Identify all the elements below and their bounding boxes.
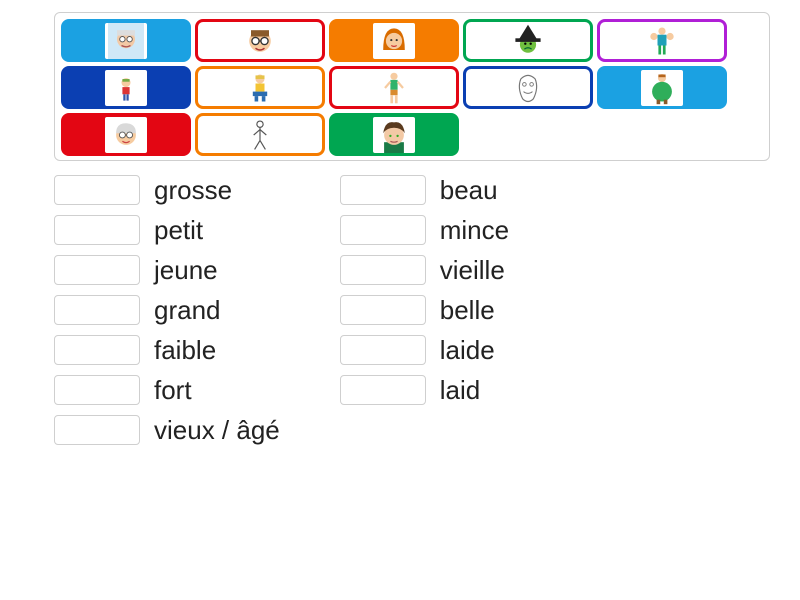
answer-row-right-1: mince [340, 215, 509, 245]
drop-slot-left-2[interactable] [54, 255, 140, 285]
answer-label: petit [154, 217, 203, 243]
answer-label: grand [154, 297, 221, 323]
sitting-boy-icon [239, 70, 281, 106]
answer-label: fort [154, 377, 192, 403]
drop-slot-left-5[interactable] [54, 375, 140, 405]
drop-slot-right-3[interactable] [340, 295, 426, 325]
drag-card-c7[interactable] [195, 66, 325, 109]
answer-row-left-0: grosse [54, 175, 280, 205]
answer-row-right-2: vieille [340, 255, 509, 285]
drag-card-c13[interactable] [329, 113, 459, 156]
answer-row-left-6: vieux / âgé [54, 415, 280, 445]
witch-icon [507, 23, 549, 59]
answer-row-right-5: laid [340, 375, 509, 405]
drop-slot-right-4[interactable] [340, 335, 426, 365]
drag-card-c2[interactable] [195, 19, 325, 62]
answer-row-left-2: jeune [54, 255, 280, 285]
answer-row-right-3: belle [340, 295, 509, 325]
answer-row-right-0: beau [340, 175, 509, 205]
answers-col-left: grosse petit jeune grand faible fort vieux / â… [54, 175, 280, 445]
drop-slot-left-4[interactable] [54, 335, 140, 365]
answer-row-left-4: faible [54, 335, 280, 365]
drop-slot-right-5[interactable] [340, 375, 426, 405]
small-boy-icon [105, 70, 147, 106]
answer-label: laid [440, 377, 480, 403]
drop-slot-left-0[interactable] [54, 175, 140, 205]
drop-slot-right-2[interactable] [340, 255, 426, 285]
nerd-icon [239, 23, 281, 59]
drag-card-c11[interactable] [61, 113, 191, 156]
answer-row-left-1: petit [54, 215, 280, 245]
answer-label: faible [154, 337, 216, 363]
strong-icon [641, 23, 683, 59]
stick-thin-icon [239, 117, 281, 153]
drag-card-c5[interactable] [597, 19, 727, 62]
drop-slot-left-3[interactable] [54, 295, 140, 325]
young-man-icon [373, 117, 415, 153]
tall-green-icon [373, 70, 415, 106]
bank-row-3 [61, 113, 763, 156]
answer-label: belle [440, 297, 495, 323]
drop-slot-left-6[interactable] [54, 415, 140, 445]
fat-green-icon [641, 70, 683, 106]
answer-row-left-3: grand [54, 295, 280, 325]
bank-row-1 [61, 19, 763, 62]
monster-sketch-icon [507, 70, 549, 106]
answer-label: vieux / âgé [154, 417, 280, 443]
drag-card-c12[interactable] [195, 113, 325, 156]
drop-slot-left-1[interactable] [54, 215, 140, 245]
answer-row-left-5: fort [54, 375, 280, 405]
answer-row-right-4: laide [340, 335, 509, 365]
drop-slot-right-1[interactable] [340, 215, 426, 245]
answer-label: mince [440, 217, 509, 243]
drag-card-c4[interactable] [463, 19, 593, 62]
drop-slot-right-0[interactable] [340, 175, 426, 205]
answers-area: grosse petit jeune grand faible fort vieux / â… [54, 175, 770, 445]
answer-label: beau [440, 177, 498, 203]
bank-row-2 [61, 66, 763, 109]
woman-orange-icon [373, 23, 415, 59]
card-bank [54, 12, 770, 161]
stage: grosse petit jeune grand faible fort vieux / â… [0, 0, 800, 455]
drag-card-c10[interactable] [597, 66, 727, 109]
drag-card-c6[interactable] [61, 66, 191, 109]
answer-label: grosse [154, 177, 232, 203]
answer-label: jeune [154, 257, 218, 283]
drag-card-c9[interactable] [463, 66, 593, 109]
drag-card-c8[interactable] [329, 66, 459, 109]
answer-label: laide [440, 337, 495, 363]
answers-col-right: beau mince vieille belle laide laid [340, 175, 509, 445]
answer-label: vieille [440, 257, 505, 283]
old-man-icon [105, 23, 147, 59]
drag-card-c3[interactable] [329, 19, 459, 62]
drag-card-c1[interactable] [61, 19, 191, 62]
grandma-icon [105, 117, 147, 153]
